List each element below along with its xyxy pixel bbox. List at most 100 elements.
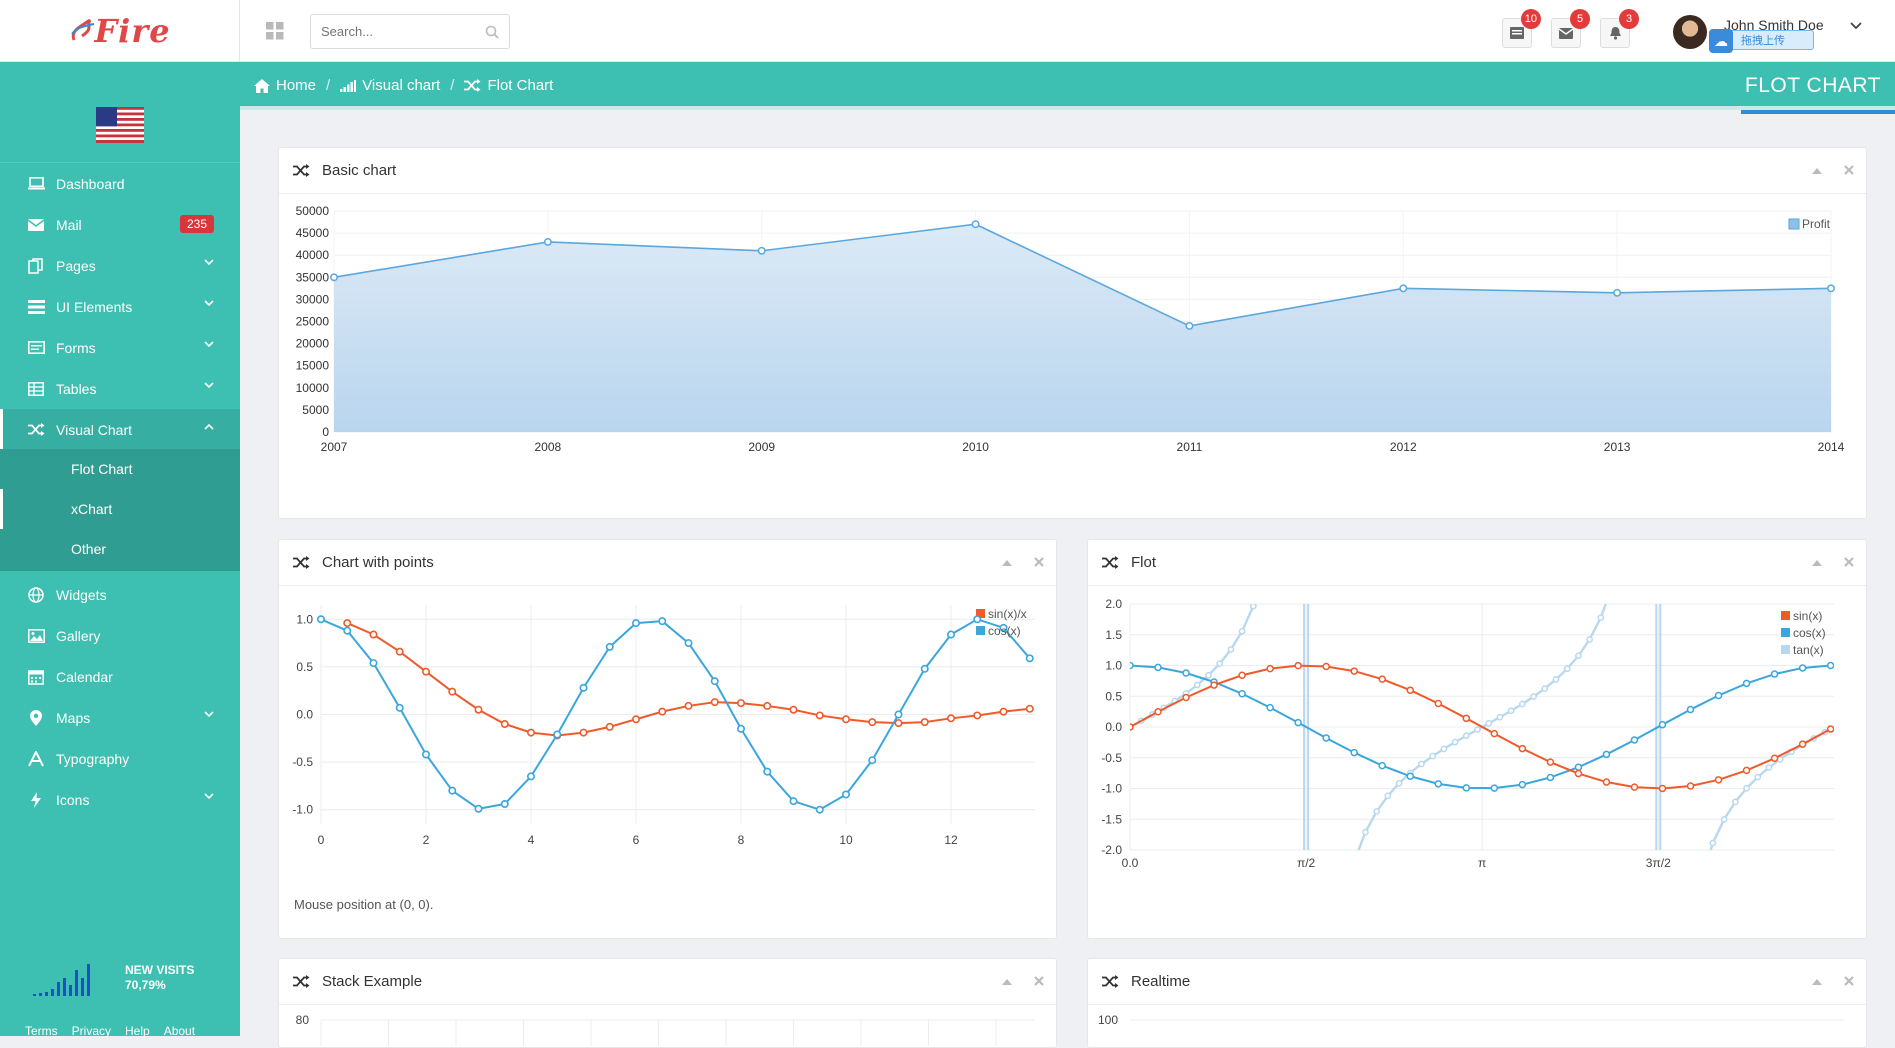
- y-tick-label: -0.5: [1101, 751, 1122, 765]
- points-line-chart: -1.0 -0.5 0.0 0.5 1.0 0 2 4 6 8 10 12 sin(x)/x cos(x): [292, 605, 1035, 847]
- data-point: [1238, 671, 1246, 679]
- form-icon: [27, 341, 45, 354]
- close-icon[interactable]: [1844, 976, 1854, 986]
- collapse-icon[interactable]: [1812, 167, 1822, 174]
- sidebar-item-typography[interactable]: Typography: [0, 738, 240, 779]
- footer-link-terms[interactable]: Terms: [25, 1024, 58, 1038]
- breadcrumb-separator: /: [450, 77, 455, 94]
- series-line-2: [1709, 731, 1826, 850]
- data-point: [946, 630, 955, 639]
- data-point: [1507, 707, 1515, 715]
- data-point: [631, 619, 640, 628]
- data-point: [395, 703, 404, 712]
- sidebar-item-label: Mail: [56, 216, 82, 233]
- search-icon[interactable]: [485, 25, 499, 39]
- legend-label: Profit: [1802, 217, 1831, 231]
- x-tick-label: 2012: [1390, 440, 1417, 454]
- footer-link-help[interactable]: Help: [125, 1024, 150, 1038]
- sidebar-item-pages[interactable]: Pages: [0, 245, 240, 286]
- footer-link-privacy[interactable]: Privacy: [71, 1024, 112, 1038]
- grid-menu-icon[interactable]: [266, 22, 284, 40]
- data-point: [631, 715, 640, 724]
- legend-swatch: [1781, 628, 1790, 637]
- realtime-chart: 100: [1098, 1013, 1844, 1027]
- data-point: [1406, 772, 1415, 781]
- x-tick-label: 0: [318, 833, 325, 847]
- data-point: [1826, 661, 1834, 670]
- data-point: [1743, 784, 1750, 792]
- data-point: [500, 800, 509, 809]
- data-point: [1182, 669, 1190, 677]
- data-point: [1130, 723, 1134, 731]
- data-point: [1714, 776, 1723, 784]
- data-point: [973, 615, 982, 624]
- sidebar-item-ui-elements[interactable]: UI Elements: [0, 286, 240, 327]
- sidebar-item-dashboard[interactable]: Dashboard: [0, 163, 240, 204]
- submenu-item-other[interactable]: Other: [71, 541, 107, 557]
- sidebar-item-forms[interactable]: Forms: [0, 327, 240, 368]
- panel-title: Chart with points: [322, 554, 434, 571]
- shuffle-icon: [293, 975, 310, 988]
- data-point: [422, 750, 431, 759]
- data-point: [1294, 661, 1302, 670]
- trig-flot-chart: -2.0 -1.5 -1.0 -0.5 0.0 0.5 1.0 1.5 2.0 0.0 π/2 π 3π…: [1101, 587, 1834, 870]
- data-point: [553, 730, 562, 739]
- avatar[interactable]: [1673, 15, 1707, 49]
- sidebar-item-tables[interactable]: Tables: [0, 368, 240, 409]
- data-point: [1496, 713, 1504, 721]
- close-icon[interactable]: [1034, 557, 1044, 567]
- data-point: [1609, 587, 1614, 589]
- logo[interactable]: Fire: [0, 0, 240, 62]
- x-tick-label: 6: [633, 833, 640, 847]
- chevron-down-icon: [204, 341, 214, 348]
- globe-icon: [28, 586, 44, 603]
- collapse-icon[interactable]: [1002, 978, 1012, 985]
- submenu-item-flot-chart[interactable]: Flot Chart: [71, 461, 133, 477]
- chevron-down-icon[interactable]: [1850, 22, 1862, 30]
- data-point: [1474, 726, 1481, 733]
- submenu-item-xchart[interactable]: xChart: [0, 489, 240, 529]
- visits-value: 70,79%: [125, 978, 166, 992]
- y-tick-label: 0.5: [1105, 689, 1122, 703]
- us-flag-icon[interactable]: [96, 107, 144, 143]
- data-point: [946, 714, 955, 723]
- sidebar-item-mail[interactable]: Mail 235: [0, 204, 240, 245]
- tasks-button[interactable]: 10: [1502, 9, 1541, 48]
- sidebar-item-label: UI Elements: [56, 298, 133, 315]
- close-icon[interactable]: [1844, 165, 1854, 175]
- sidebar-item-maps[interactable]: Maps: [0, 697, 240, 738]
- data-point: [605, 642, 614, 651]
- collapse-icon[interactable]: [1812, 559, 1822, 566]
- panel-title: Realtime: [1131, 973, 1191, 990]
- data-point: [1530, 693, 1537, 701]
- data-point: [1742, 679, 1751, 688]
- sidebar-item-calendar[interactable]: Calendar: [0, 656, 240, 697]
- data-point: [1216, 660, 1224, 668]
- breadcrumb-home[interactable]: Home: [276, 77, 317, 94]
- messages-button[interactable]: 5: [1551, 9, 1590, 48]
- sidebar-item-icons[interactable]: Icons: [0, 779, 240, 820]
- notifications-button[interactable]: 3: [1600, 9, 1639, 48]
- search-input[interactable]: [311, 15, 471, 48]
- collapse-icon[interactable]: [1812, 978, 1822, 985]
- x-tick-label: 2011: [1177, 440, 1203, 454]
- panel-header: Stack Example: [279, 959, 1056, 1005]
- data-point: [1462, 732, 1470, 740]
- data-point: [1227, 646, 1235, 653]
- map-marker-icon: [30, 709, 42, 726]
- close-icon[interactable]: [1844, 557, 1854, 567]
- collapse-icon[interactable]: [1002, 559, 1012, 566]
- user-name[interactable]: John Smith Doe: [1724, 17, 1824, 33]
- image-icon: [27, 628, 45, 643]
- close-icon[interactable]: [1034, 976, 1044, 986]
- sidebar-item-widgets[interactable]: Widgets: [0, 574, 240, 615]
- data-point: [1025, 704, 1034, 713]
- data-point: [1720, 815, 1728, 823]
- breadcrumb-visual-chart[interactable]: Visual chart: [362, 77, 441, 94]
- footer-link-about[interactable]: About: [163, 1024, 196, 1038]
- data-point: [1130, 661, 1134, 670]
- upload-widget[interactable]: ☁ 拖拽上传: [1709, 29, 1814, 53]
- sidebar-item-visual-chart[interactable]: Visual Chart: [0, 409, 240, 450]
- sidebar-item-gallery[interactable]: Gallery: [0, 615, 240, 656]
- data-point: [1602, 778, 1611, 786]
